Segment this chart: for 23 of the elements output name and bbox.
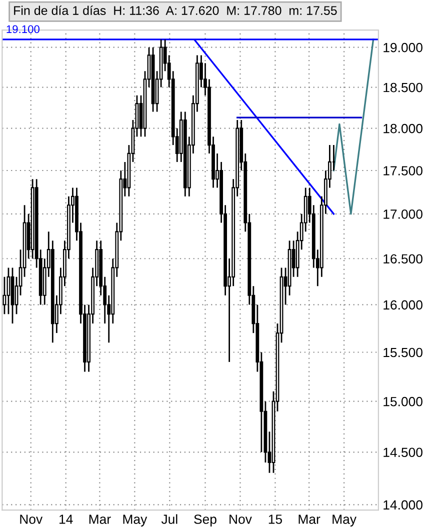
y-tick-label: 14.000 bbox=[384, 500, 422, 510]
x-tick-label: Nov bbox=[20, 514, 43, 524]
y-tick-label: 19.000 bbox=[384, 42, 422, 52]
y-tick-label: 14.500 bbox=[384, 448, 422, 458]
y-tick-label: 18.500 bbox=[384, 82, 422, 92]
x-tick-label: Nov bbox=[230, 514, 252, 524]
y-tick-label: 15.000 bbox=[384, 396, 422, 406]
chart-title: Fin de día 1 días H: 11:36 A: 17.620 M: 17.780 m: 17.55 bbox=[14, 6, 337, 15]
y-tick-label: 17.000 bbox=[384, 209, 422, 219]
x-tick-label: 15 bbox=[268, 514, 282, 524]
ref-line-label: 19.100 bbox=[6, 25, 40, 34]
x-tick-label: Sep bbox=[194, 514, 216, 527]
y-tick-label: 17.500 bbox=[384, 166, 422, 176]
x-tick-label: Jul bbox=[161, 514, 178, 524]
x-tick-label: Mar bbox=[298, 514, 320, 524]
y-tick-label: 18.000 bbox=[384, 124, 422, 134]
x-tick-label: May bbox=[123, 514, 148, 527]
y-tick-label: 15.500 bbox=[384, 348, 422, 358]
y-tick-label: 16.000 bbox=[384, 300, 422, 310]
x-tick-label: 14 bbox=[60, 514, 73, 524]
x-tick-label: Mar bbox=[89, 514, 111, 524]
y-tick-label: 16.500 bbox=[384, 254, 422, 264]
x-tick-label: May bbox=[332, 514, 356, 527]
